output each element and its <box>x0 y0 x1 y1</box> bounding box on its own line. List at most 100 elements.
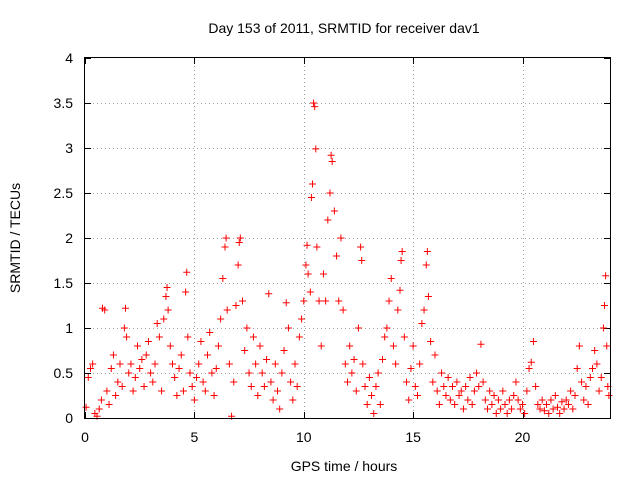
data-point <box>295 333 303 341</box>
data-point <box>190 396 198 404</box>
data-point <box>182 288 190 296</box>
data-point <box>144 338 152 345</box>
data-point <box>186 369 194 377</box>
data-point <box>217 315 225 323</box>
data-point <box>601 302 609 309</box>
y-tick-label: 4 <box>65 50 73 66</box>
data-point <box>127 360 135 368</box>
data-point <box>315 297 323 305</box>
data-point <box>158 387 166 395</box>
y-tick-label: 3 <box>65 140 73 156</box>
data-point <box>411 383 419 390</box>
data-point <box>486 387 494 395</box>
data-point <box>284 324 292 332</box>
data-point <box>271 360 279 368</box>
data-point <box>551 392 559 399</box>
y-tick-label: 1.5 <box>54 275 74 291</box>
data-point <box>497 405 505 413</box>
data-point <box>118 383 126 390</box>
data-point <box>575 342 583 350</box>
data-point <box>453 378 461 386</box>
data-point <box>328 158 336 165</box>
data-point <box>201 387 209 395</box>
data-point <box>431 351 439 359</box>
data-point <box>280 347 288 354</box>
data-point <box>573 365 581 372</box>
data-point <box>274 387 281 395</box>
data-point <box>129 387 137 395</box>
data-point <box>462 383 470 390</box>
data-point <box>514 396 522 404</box>
data-point <box>479 378 487 386</box>
data-point <box>354 324 362 332</box>
data-point <box>153 320 161 327</box>
data-point <box>204 351 211 359</box>
data-point <box>162 293 170 300</box>
data-point <box>313 243 321 251</box>
data-point <box>457 387 465 395</box>
data-point <box>562 396 570 404</box>
data-point <box>455 392 463 399</box>
data-point <box>97 396 105 404</box>
data-point <box>149 378 157 386</box>
data-point <box>300 297 308 305</box>
data-point <box>427 338 435 345</box>
data-point <box>222 234 230 242</box>
y-tick-label: 1 <box>65 320 73 336</box>
data-point <box>173 392 181 399</box>
y-tick-label: 3.5 <box>54 95 74 111</box>
data-point <box>536 405 544 413</box>
data-point <box>230 378 238 386</box>
data-point <box>365 374 373 381</box>
data-point <box>499 387 507 395</box>
data-point <box>241 347 249 354</box>
chart-title: Day 153 of 2011, SRMTID for receiver dav… <box>208 20 480 36</box>
data-point <box>140 383 148 390</box>
data-point <box>361 383 369 390</box>
data-point <box>131 374 139 381</box>
data-point <box>136 365 144 372</box>
data-point <box>532 383 540 390</box>
data-point <box>470 387 478 395</box>
data-point <box>267 378 275 386</box>
data-point <box>234 261 242 269</box>
data-point <box>166 342 174 350</box>
data-point <box>501 401 509 408</box>
data-point <box>206 329 214 336</box>
data-point <box>304 270 312 278</box>
data-point <box>112 392 120 399</box>
data-point <box>414 392 421 399</box>
data-point <box>508 405 516 413</box>
data-point <box>160 315 168 323</box>
data-point <box>512 378 520 386</box>
data-point <box>103 387 111 395</box>
data-point <box>142 351 150 359</box>
data-point <box>256 342 264 350</box>
data-point <box>171 374 179 381</box>
data-point <box>440 383 448 390</box>
data-point <box>335 297 343 305</box>
data-point <box>95 405 103 413</box>
data-point <box>444 374 452 381</box>
data-point <box>260 383 268 390</box>
data-point <box>344 378 351 386</box>
x-tick-label: 5 <box>190 429 198 445</box>
data-point <box>125 369 133 377</box>
data-point <box>510 392 518 399</box>
data-point <box>326 189 334 197</box>
data-point <box>392 360 400 368</box>
data-point <box>589 365 596 372</box>
x-tick-label: 15 <box>405 429 421 445</box>
data-point <box>540 407 548 415</box>
data-point <box>409 342 417 350</box>
data-point <box>341 360 349 368</box>
data-point <box>556 410 564 417</box>
data-point <box>339 306 347 314</box>
data-point <box>352 387 360 395</box>
x-axis-label: GPS time / hours <box>291 458 398 474</box>
data-point <box>442 392 450 399</box>
data-point <box>306 288 314 296</box>
data-point <box>429 378 437 386</box>
data-point <box>435 401 443 408</box>
data-point <box>396 286 404 294</box>
